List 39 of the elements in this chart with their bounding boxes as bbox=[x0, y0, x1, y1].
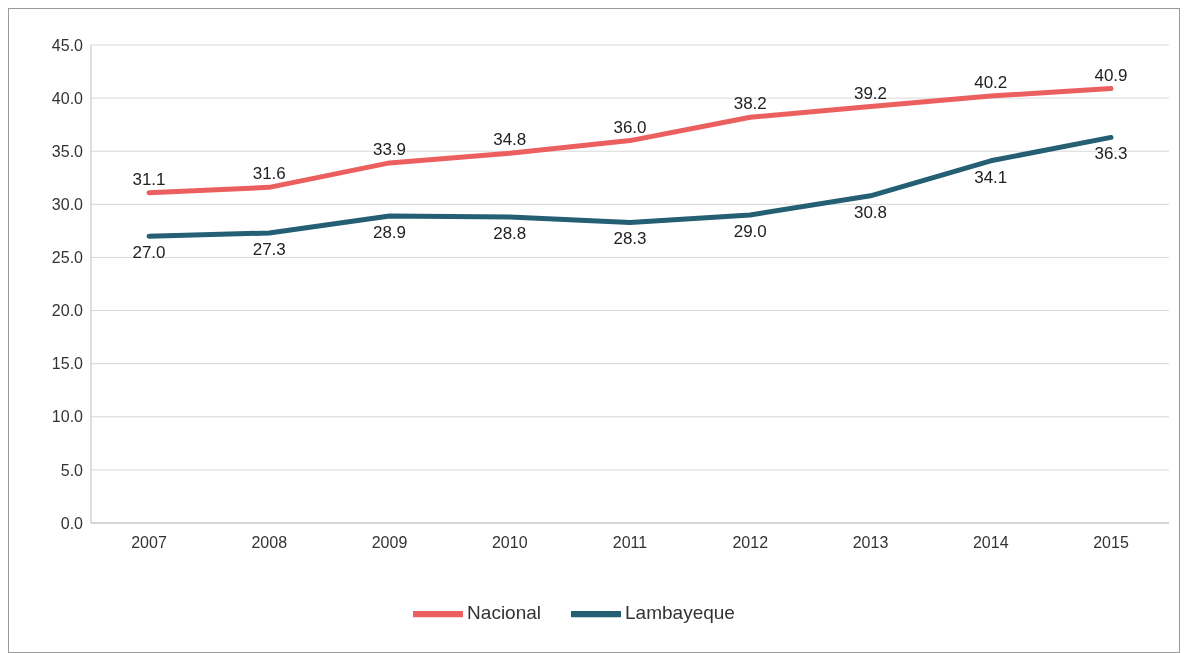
x-tick-label: 2012 bbox=[732, 534, 769, 552]
y-tick-label: 0.0 bbox=[60, 514, 84, 532]
data-label: 33.9 bbox=[372, 139, 407, 159]
x-tick-label: 2011 bbox=[612, 534, 648, 552]
data-label: 39.2 bbox=[853, 83, 888, 103]
data-label: 29.0 bbox=[733, 222, 767, 242]
data-label: 30.8 bbox=[853, 202, 888, 222]
data-label: 34.1 bbox=[974, 167, 1008, 187]
data-label: 27.0 bbox=[132, 243, 166, 263]
x-tick-label: 2013 bbox=[852, 534, 889, 552]
data-label: 28.9 bbox=[372, 223, 407, 243]
y-tick-label: 45.0 bbox=[51, 36, 84, 54]
legend-label: Lambayeque bbox=[625, 602, 735, 624]
legend-label: Nacional bbox=[467, 602, 542, 624]
data-label: 28.8 bbox=[493, 224, 527, 244]
y-tick-label: 10.0 bbox=[51, 408, 84, 426]
x-tick-label: 2010 bbox=[491, 534, 528, 552]
y-tick-label: 30.0 bbox=[51, 196, 84, 214]
x-tick-label: 2007 bbox=[131, 534, 167, 552]
y-tick-label: 15.0 bbox=[51, 355, 84, 373]
y-tick-label: 35.0 bbox=[51, 142, 84, 160]
x-tick-label: 2014 bbox=[972, 534, 1009, 552]
data-label: 40.9 bbox=[1094, 65, 1128, 85]
x-tick-label: 2015 bbox=[1093, 534, 1129, 552]
x-tick-label: 2008 bbox=[251, 534, 288, 552]
data-label: 31.1 bbox=[132, 169, 166, 189]
data-label: 36.0 bbox=[613, 117, 647, 137]
data-label: 34.8 bbox=[493, 130, 527, 150]
y-tick-label: 40.0 bbox=[51, 89, 84, 107]
data-label: 38.2 bbox=[733, 94, 767, 114]
x-tick-label: 2009 bbox=[371, 534, 408, 552]
data-label: 40.2 bbox=[974, 72, 1008, 92]
data-label: 31.6 bbox=[252, 164, 286, 184]
y-tick-label: 25.0 bbox=[51, 249, 84, 267]
y-tick-label: 20.0 bbox=[51, 302, 84, 320]
y-tick-label: 5.0 bbox=[60, 461, 84, 479]
data-label: 28.3 bbox=[613, 229, 647, 249]
data-label: 36.3 bbox=[1094, 144, 1128, 164]
data-label: 27.3 bbox=[252, 240, 286, 260]
